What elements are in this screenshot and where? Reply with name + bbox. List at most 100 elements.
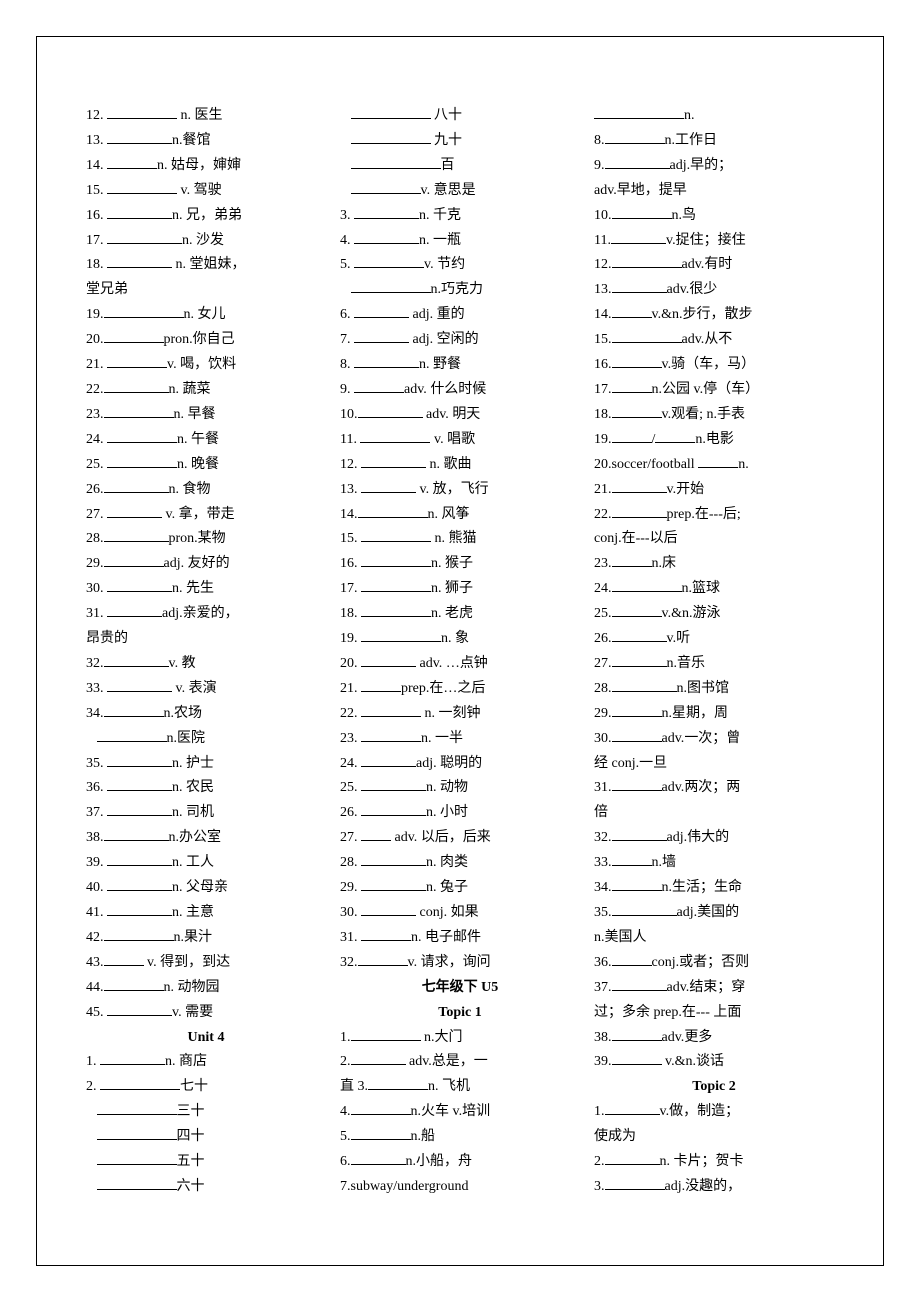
blank[interactable] <box>655 429 695 442</box>
blank[interactable] <box>104 380 169 393</box>
blank[interactable] <box>97 1152 177 1165</box>
blank[interactable] <box>104 953 144 966</box>
blank[interactable] <box>107 429 177 442</box>
blank[interactable] <box>605 1177 665 1190</box>
blank[interactable] <box>612 604 662 617</box>
blank[interactable] <box>361 903 416 916</box>
blank[interactable] <box>351 1102 411 1115</box>
blank[interactable] <box>107 903 172 916</box>
blank[interactable] <box>361 853 426 866</box>
blank[interactable] <box>612 977 667 990</box>
blank[interactable] <box>612 579 682 592</box>
blank[interactable] <box>612 778 662 791</box>
blank[interactable] <box>107 131 172 144</box>
blank[interactable] <box>104 977 164 990</box>
blank[interactable] <box>361 629 441 642</box>
blank[interactable] <box>612 903 677 916</box>
blank[interactable] <box>612 429 652 442</box>
blank[interactable] <box>612 679 677 692</box>
blank[interactable] <box>612 479 667 492</box>
blank[interactable] <box>104 330 164 343</box>
blank[interactable] <box>612 629 667 642</box>
blank[interactable] <box>605 1152 660 1165</box>
blank[interactable] <box>104 554 164 567</box>
blank[interactable] <box>358 504 428 517</box>
blank[interactable] <box>354 230 419 243</box>
blank[interactable] <box>368 1077 428 1090</box>
blank[interactable] <box>107 853 172 866</box>
blank[interactable] <box>612 205 672 218</box>
blank[interactable] <box>361 728 421 741</box>
blank[interactable] <box>358 953 408 966</box>
blank[interactable] <box>104 479 169 492</box>
blank[interactable] <box>107 255 172 268</box>
blank[interactable] <box>612 405 662 418</box>
blank[interactable] <box>351 106 431 119</box>
blank[interactable] <box>698 454 738 467</box>
blank[interactable] <box>107 106 177 119</box>
blank[interactable] <box>351 156 441 169</box>
blank[interactable] <box>361 828 391 841</box>
blank[interactable] <box>97 1177 177 1190</box>
blank[interactable] <box>351 1052 406 1065</box>
blank[interactable] <box>612 280 667 293</box>
blank[interactable] <box>612 1052 662 1065</box>
blank[interactable] <box>611 230 666 243</box>
blank[interactable] <box>361 654 416 667</box>
blank[interactable] <box>361 479 416 492</box>
blank[interactable] <box>612 380 652 393</box>
blank[interactable] <box>351 1127 411 1140</box>
blank[interactable] <box>104 305 184 318</box>
blank[interactable] <box>351 131 431 144</box>
blank[interactable] <box>360 429 430 442</box>
blank[interactable] <box>107 604 162 617</box>
blank[interactable] <box>612 554 652 567</box>
blank[interactable] <box>612 828 667 841</box>
blank[interactable] <box>107 180 177 193</box>
blank[interactable] <box>97 1102 177 1115</box>
blank[interactable] <box>104 928 174 941</box>
blank[interactable] <box>104 529 169 542</box>
blank[interactable] <box>361 554 431 567</box>
blank[interactable] <box>104 828 169 841</box>
blank[interactable] <box>107 230 182 243</box>
blank[interactable] <box>361 778 426 791</box>
blank[interactable] <box>612 1027 662 1040</box>
blank[interactable] <box>361 454 426 467</box>
blank[interactable] <box>612 330 682 343</box>
blank[interactable] <box>104 703 164 716</box>
blank[interactable] <box>351 1027 421 1040</box>
blank[interactable] <box>351 180 421 193</box>
blank[interactable] <box>354 255 424 268</box>
blank[interactable] <box>612 504 667 517</box>
blank[interactable] <box>354 205 419 218</box>
blank[interactable] <box>358 405 423 418</box>
blank[interactable] <box>612 255 682 268</box>
blank[interactable] <box>107 803 172 816</box>
blank[interactable] <box>107 504 162 517</box>
blank[interactable] <box>612 654 667 667</box>
blank[interactable] <box>107 454 177 467</box>
blank[interactable] <box>361 803 426 816</box>
blank[interactable] <box>354 355 419 368</box>
blank[interactable] <box>361 703 421 716</box>
blank[interactable] <box>354 305 409 318</box>
blank[interactable] <box>97 1127 177 1140</box>
blank[interactable] <box>612 728 662 741</box>
blank[interactable] <box>351 280 431 293</box>
blank[interactable] <box>97 728 167 741</box>
blank[interactable] <box>361 579 431 592</box>
blank[interactable] <box>612 305 652 318</box>
blank[interactable] <box>107 1002 172 1015</box>
blank[interactable] <box>107 205 172 218</box>
blank[interactable] <box>107 156 157 169</box>
blank[interactable] <box>361 604 431 617</box>
blank[interactable] <box>361 679 401 692</box>
blank[interactable] <box>361 753 416 766</box>
blank[interactable] <box>612 878 662 891</box>
blank[interactable] <box>107 679 172 692</box>
blank[interactable] <box>354 380 404 393</box>
blank[interactable] <box>605 156 670 169</box>
blank[interactable] <box>361 529 431 542</box>
blank[interactable] <box>612 853 652 866</box>
